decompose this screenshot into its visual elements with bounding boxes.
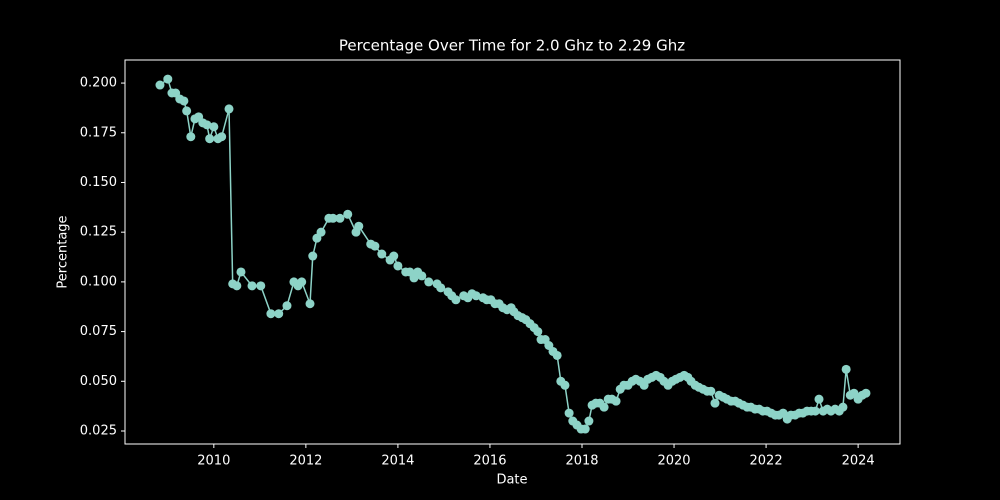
- plot-frame: [124, 59, 901, 445]
- y-tick-label: 0.025: [80, 423, 117, 438]
- y-tick-label: 0.200: [80, 76, 117, 91]
- data-point: [316, 227, 326, 237]
- data-point: [343, 209, 353, 219]
- data-point: [706, 386, 716, 396]
- data-point: [436, 283, 446, 293]
- data-point: [266, 309, 276, 319]
- data-point: [274, 309, 284, 319]
- x-tick-label: 2022: [750, 454, 783, 469]
- data-point: [182, 106, 192, 116]
- data-point: [282, 301, 292, 311]
- y-tick-label: 0.175: [80, 125, 117, 140]
- y-tick-label: 0.100: [80, 274, 117, 289]
- data-point: [810, 406, 820, 416]
- data-point: [599, 402, 609, 412]
- y-axis-label: Percentage: [56, 215, 71, 288]
- x-tick-label: 2012: [289, 454, 322, 469]
- data-point: [584, 416, 594, 426]
- y-tick-label: 0.075: [80, 324, 117, 339]
- data-point: [209, 122, 219, 132]
- x-tick-label: 2016: [473, 454, 506, 469]
- data-point: [377, 249, 387, 259]
- data-point: [217, 132, 227, 142]
- data-point: [308, 251, 318, 261]
- data-point: [471, 291, 481, 301]
- data-point: [256, 281, 266, 291]
- data-line: [159, 77, 867, 430]
- x-tick-label: 2024: [842, 454, 875, 469]
- x-tick-label: 2018: [565, 454, 598, 469]
- data-point: [611, 396, 621, 406]
- data-point: [163, 74, 173, 84]
- data-point: [814, 394, 824, 404]
- data-point: [861, 388, 871, 398]
- data-point: [224, 104, 234, 114]
- data-point: [838, 402, 848, 412]
- data-point: [393, 261, 403, 271]
- data-point: [841, 364, 851, 374]
- data-point: [417, 271, 427, 281]
- chart-title: Percentage Over Time for 2.0 Ghz to 2.29…: [339, 37, 685, 55]
- data-point: [354, 221, 364, 231]
- data-point: [580, 424, 590, 434]
- data-point: [202, 120, 212, 130]
- data-point: [155, 80, 165, 90]
- data-point: [552, 350, 562, 360]
- y-tick-label: 0.125: [80, 225, 117, 240]
- data-point: [335, 213, 345, 223]
- data-point: [328, 213, 338, 223]
- data-point: [451, 295, 461, 305]
- data-point: [305, 299, 315, 309]
- data-point: [533, 327, 543, 337]
- y-tick-label: 0.150: [80, 175, 117, 190]
- data-point: [247, 281, 257, 291]
- data-point: [297, 277, 307, 287]
- data-point: [564, 408, 574, 418]
- x-tick-label: 2014: [381, 454, 414, 469]
- data-point: [205, 134, 215, 144]
- data-point: [389, 251, 399, 261]
- data-point: [710, 398, 720, 408]
- data-point: [232, 281, 242, 291]
- data-point: [179, 96, 189, 106]
- x-tick-label: 2020: [657, 454, 690, 469]
- x-axis-label: Date: [496, 473, 527, 488]
- data-point: [560, 380, 570, 390]
- y-tick-label: 0.050: [80, 374, 117, 389]
- data-point: [370, 241, 380, 251]
- x-tick-label: 2010: [197, 454, 230, 469]
- data-point: [186, 132, 196, 142]
- data-point: [236, 267, 246, 277]
- data-point: [424, 277, 434, 287]
